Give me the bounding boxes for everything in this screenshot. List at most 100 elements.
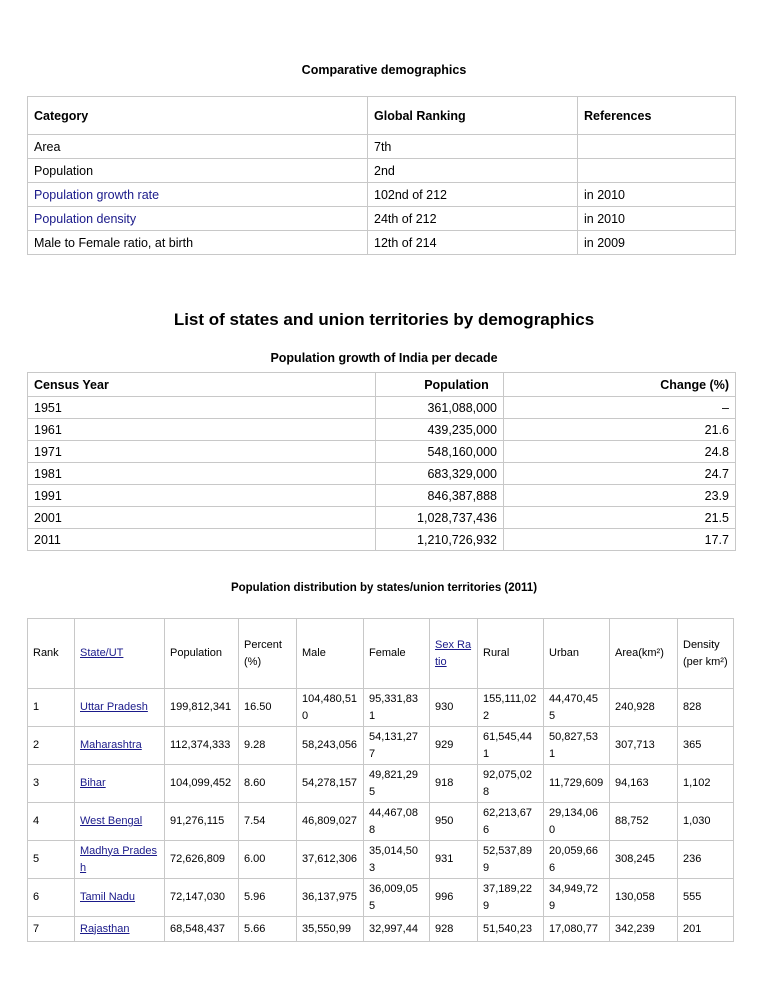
table-cell: 21.5 bbox=[503, 506, 736, 529]
table-row: Population density 24th of 212 in 2010 bbox=[27, 206, 736, 231]
table-cell[interactable]: Madhya Pradesh bbox=[74, 840, 165, 879]
cell-text: 17.7 bbox=[704, 532, 729, 547]
cell-text: 37,189,229 bbox=[483, 882, 532, 912]
table-cell: 365 bbox=[677, 726, 734, 765]
table-row: 1 Uttar Pradesh 199,812,341 16.50 104,480,51… bbox=[27, 688, 734, 727]
cell-text: Density (per km²) bbox=[683, 638, 728, 668]
cell-text: 24.8 bbox=[704, 444, 729, 459]
table-cell: 36,009,055 bbox=[363, 878, 430, 917]
cell-text: 5 bbox=[33, 853, 40, 865]
cell-text: 2 bbox=[33, 739, 40, 751]
table-cell: 37,189,229 bbox=[477, 878, 544, 917]
cell-text: 6 bbox=[33, 891, 40, 903]
cell-text: 1961 bbox=[34, 422, 62, 437]
column-header[interactable]: Sex Ratio bbox=[429, 618, 478, 689]
cell-text: 7.54 bbox=[244, 815, 266, 827]
table-cell: 361,088,000 bbox=[375, 396, 504, 419]
table-cell[interactable]: Tamil Nadu bbox=[74, 878, 165, 917]
cell-link[interactable]: State/UT bbox=[80, 647, 124, 659]
cell-text: References bbox=[584, 108, 652, 123]
cell-text: 21.5 bbox=[704, 510, 729, 525]
cell-text: 5.96 bbox=[244, 891, 266, 903]
cell-text: 23.9 bbox=[704, 488, 729, 503]
table-cell: 2nd bbox=[367, 158, 578, 183]
cell-text: 5.66 bbox=[244, 922, 266, 935]
cell-link[interactable]: Rajasthan bbox=[80, 922, 130, 935]
cell-link[interactable]: Population growth rate bbox=[34, 187, 160, 202]
cell-text: 51,540,23 bbox=[483, 922, 532, 935]
cell-text: 88,752 bbox=[615, 815, 649, 827]
cell-text: Population bbox=[34, 163, 94, 178]
table-cell: 2 bbox=[27, 726, 75, 765]
cell-text: 54,131,277 bbox=[369, 730, 418, 760]
cell-link[interactable]: Maharashtra bbox=[80, 739, 142, 751]
table-cell[interactable]: Rajasthan bbox=[74, 916, 165, 942]
cell-text: 17,080,77 bbox=[549, 922, 598, 935]
table-cell[interactable]: Uttar Pradesh bbox=[74, 688, 165, 727]
cell-text: 548,160,000 bbox=[427, 444, 497, 459]
table-cell: 44,470,455 bbox=[543, 688, 610, 727]
cell-text: 4 bbox=[33, 815, 40, 827]
table-cell: 5.96 bbox=[238, 878, 297, 917]
cell-text: 24.7 bbox=[704, 466, 729, 481]
cell-text: 95,331,831 bbox=[369, 692, 418, 722]
table-cell[interactable]: Population density bbox=[27, 206, 368, 231]
cell-text: 35,014,503 bbox=[369, 844, 418, 874]
cell-link[interactable]: Bihar bbox=[80, 777, 106, 789]
table2-title: Population growth of India per decade bbox=[270, 351, 498, 365]
table-cell: 44,467,088 bbox=[363, 802, 430, 841]
cell-text: 44,467,088 bbox=[369, 806, 418, 836]
cell-text: 94,163 bbox=[615, 777, 649, 789]
cell-text: Rank bbox=[33, 647, 59, 659]
cell-link[interactable]: Population density bbox=[34, 211, 137, 226]
cell-text: 1991 bbox=[34, 488, 62, 503]
table-cell: 17,080,77 bbox=[543, 916, 610, 942]
table-cell: 29,134,060 bbox=[543, 802, 610, 841]
table-row: 2001 1,028,737,436 21.5 bbox=[27, 506, 736, 529]
table-cell[interactable]: Population growth rate bbox=[27, 182, 368, 207]
cell-link[interactable]: West Bengal bbox=[80, 815, 143, 827]
table-cell: 828 bbox=[677, 688, 734, 727]
cell-text: 102nd of 212 bbox=[374, 187, 447, 202]
column-header: Global Ranking bbox=[367, 96, 578, 135]
table-cell: 54,278,157 bbox=[296, 764, 364, 803]
cell-text: 365 bbox=[683, 739, 702, 751]
table-cell: 555 bbox=[677, 878, 734, 917]
table-cell: 46,809,027 bbox=[296, 802, 364, 841]
table-cell: 54,131,277 bbox=[363, 726, 430, 765]
table-row: 2 Maharashtra 112,374,333 9.28 58,243,056 54,… bbox=[27, 726, 734, 765]
table-cell: 58,243,056 bbox=[296, 726, 364, 765]
cell-text: 918 bbox=[435, 777, 454, 789]
cell-text: 29,134,060 bbox=[549, 806, 598, 836]
cell-text: 1971 bbox=[34, 444, 62, 459]
table-cell: 1 bbox=[27, 688, 75, 727]
table-cell: 11,729,609 bbox=[543, 764, 610, 803]
cell-link[interactable]: Sex Ratio bbox=[435, 638, 472, 668]
table-cell: 2011 bbox=[27, 528, 376, 551]
cell-text: 555 bbox=[683, 891, 702, 903]
table-row: 1981 683,329,000 24.7 bbox=[27, 462, 736, 485]
cell-text: 21.6 bbox=[704, 422, 729, 437]
table-row: Area 7th bbox=[27, 134, 736, 159]
cell-text: 1,102 bbox=[683, 777, 711, 789]
table-cell[interactable]: West Bengal bbox=[74, 802, 165, 841]
cell-link[interactable]: Uttar Pradesh bbox=[80, 701, 148, 713]
cell-text: 155,111,022 bbox=[483, 692, 537, 722]
table-row: 1971 548,160,000 24.8 bbox=[27, 440, 736, 463]
column-header[interactable]: State/UT bbox=[74, 618, 165, 689]
table-row: 4 West Bengal 91,276,115 7.54 46,809,027 44,4… bbox=[27, 802, 734, 841]
cell-link[interactable]: Madhya Pradesh bbox=[80, 844, 158, 874]
table-cell: 439,235,000 bbox=[375, 418, 504, 441]
cell-text: 846,387,888 bbox=[427, 488, 497, 503]
cell-text: 44,470,455 bbox=[549, 692, 598, 722]
table-cell: 5.66 bbox=[238, 916, 297, 942]
cell-text: 439,235,000 bbox=[427, 422, 497, 437]
cell-link[interactable]: Tamil Nadu bbox=[80, 891, 136, 903]
table-cell[interactable]: Maharashtra bbox=[74, 726, 165, 765]
cell-text: Change (%) bbox=[660, 377, 729, 392]
cell-text: 34,949,729 bbox=[549, 882, 598, 912]
cell-text: Census Year bbox=[34, 377, 109, 392]
table-cell: 846,387,888 bbox=[375, 484, 504, 507]
table-cell: 307,713 bbox=[609, 726, 678, 765]
table-cell[interactable]: Bihar bbox=[74, 764, 165, 803]
